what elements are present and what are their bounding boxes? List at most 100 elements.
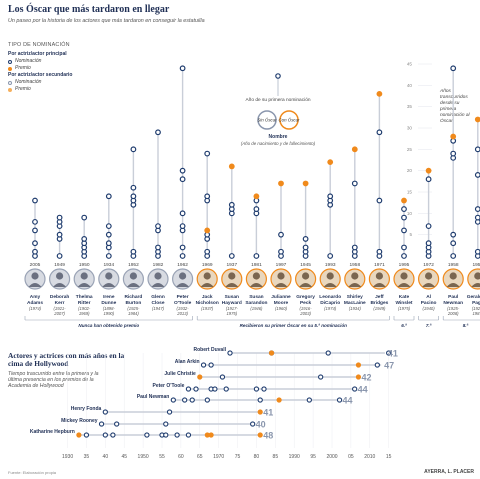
nomination-marker-icon (8, 59, 12, 64)
actor-name: Peck (300, 300, 312, 306)
nomination-point (81, 214, 88, 221)
legend-heading: TIPO DE NOMINACIÓN (8, 42, 70, 48)
top-chart: Año de su primera nominación Sin Óscar C… (24, 62, 480, 328)
nomination-point (32, 218, 38, 225)
first-nomination-year: 1958 (448, 262, 459, 268)
actor-dates: (1975) (398, 306, 411, 311)
nomination-point (318, 374, 324, 380)
nomination-point (208, 362, 214, 368)
nomination-point (189, 397, 195, 403)
row-actor-name: Katharine Hepburn (30, 429, 75, 435)
row-actor-name: Peter O'Toole (153, 383, 185, 389)
nomination-point (98, 421, 105, 427)
portrait-body-icon (102, 283, 116, 287)
guide-first-label: Sin Óscar (257, 118, 277, 123)
nomination-point (32, 248, 38, 255)
portrait-head-icon (228, 272, 236, 280)
nomination-point (253, 386, 260, 392)
actor-dates: (1937) (201, 306, 214, 311)
portrait-body-icon (28, 283, 42, 287)
x-tick-label: 2000 (326, 454, 337, 460)
nomination-point (179, 176, 186, 183)
actor-dates: 2008) (447, 311, 459, 316)
right-note-line: Óscar (440, 117, 453, 124)
portrait-body-icon (249, 283, 263, 287)
actor-name: Pacino (421, 300, 437, 306)
first-nomination-year: 1982 (153, 262, 164, 268)
actor-dates: (1940) (423, 306, 436, 311)
actor-name: Irene (103, 294, 115, 300)
actor-name: Richard (124, 294, 142, 300)
nomination-point (105, 240, 112, 247)
portrait-head-icon (277, 272, 285, 280)
nomination-point (185, 432, 192, 438)
x-tick-label: 45 (121, 454, 127, 460)
legend-group-main: Por actriz/actor principal (8, 51, 67, 57)
actor-name: Julianne (271, 294, 291, 300)
nomination-point (179, 253, 186, 259)
legend-item-sec-prem: Premio (8, 86, 72, 93)
span-value: 44 (358, 385, 368, 395)
first-nomination-year: 1997 (276, 262, 287, 268)
page-subtitle: Un paseo por la historia de los actores … (8, 18, 205, 24)
nomination-point (204, 193, 211, 200)
portrait-body-icon (126, 283, 140, 287)
portrait-body-icon (200, 283, 214, 287)
right-note-line: desde su (440, 100, 460, 106)
nomination-point (114, 421, 120, 427)
y-tick-label: 20 (407, 168, 413, 173)
x-tick-label: 65 (197, 454, 203, 460)
row-actor-name: Henry Fonda (71, 406, 102, 412)
nomination-point (351, 244, 358, 251)
portrait-head-icon (425, 272, 433, 280)
actor-dates: (1932- (177, 306, 190, 311)
actor-name: Winslet (395, 300, 412, 306)
portrait-head-icon (400, 272, 408, 280)
legend-item-sec-nom: Nominación (8, 79, 72, 86)
actor-dates: (1974) (29, 306, 42, 311)
nomination-point (105, 231, 112, 238)
first-nomination-year: 1958 (349, 262, 360, 268)
nomination-point (193, 386, 199, 392)
portrait-body-icon (53, 283, 67, 287)
actor-name: Deborah (50, 294, 70, 300)
actor-name: Jeff (375, 294, 384, 300)
nomination-point (250, 421, 256, 427)
portrait-head-icon (203, 272, 211, 280)
nomination-point (228, 253, 235, 259)
actor-dates: 1990) (103, 311, 114, 316)
actor-dates: 1975) (226, 311, 237, 316)
y-tick-label: 45 (407, 62, 413, 67)
x-tick-label: 75 (235, 454, 241, 460)
nomination-point (228, 201, 235, 208)
actor-name: Amy (30, 294, 41, 300)
nomination-point (450, 65, 457, 72)
portrait-body-icon (422, 283, 436, 287)
row-actor-name: Robert Duvall (193, 347, 226, 353)
actor-dates: (1960) (275, 306, 288, 311)
group-label: 8.ª (463, 323, 469, 328)
nomination-point (56, 231, 63, 238)
span-value: 47 (384, 361, 394, 371)
award-point (268, 350, 275, 356)
actor-name: Susan (249, 294, 263, 300)
x-tick-label: 60 (178, 454, 184, 460)
row-actor-name: Julie Christie (164, 371, 196, 377)
nomination-point (32, 197, 38, 204)
actor-dates: 2003) (299, 311, 311, 316)
actor-dates: (1898- (103, 306, 116, 311)
nomination-point (179, 244, 186, 251)
row-actor-name: Paul Newman (137, 394, 170, 400)
actor-name: Kate (399, 294, 410, 300)
guide-top-note: Año de su primera nominación (245, 97, 310, 103)
actor-dates: (1934) (349, 306, 362, 311)
award-point (197, 374, 203, 380)
right-note-line: transcurridos (440, 94, 468, 100)
actor-name: Al (426, 294, 431, 300)
actor-dates: (1949) (373, 306, 386, 311)
nomination-point (105, 253, 112, 259)
first-nomination-year: 1934 (103, 262, 114, 268)
right-note-line: Años (439, 88, 452, 94)
nomination-point (163, 421, 169, 427)
nomination-point (212, 386, 218, 392)
